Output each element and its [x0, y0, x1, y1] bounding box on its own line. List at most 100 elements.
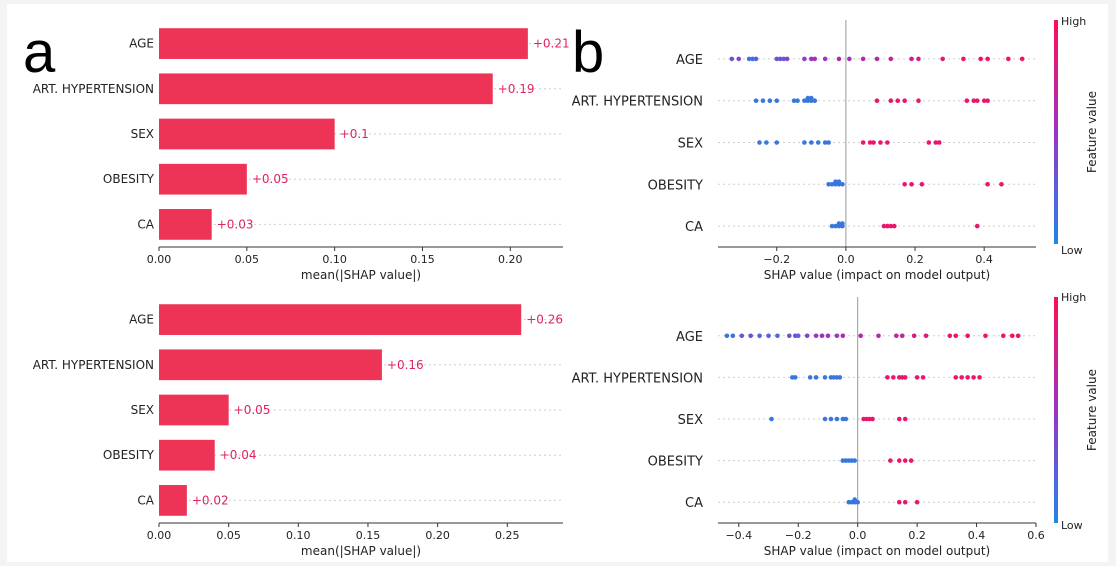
point-art-hypertension: [774, 98, 780, 103]
point-sex: [757, 140, 762, 145]
point-age: [739, 333, 745, 339]
point-age: [909, 56, 914, 62]
category-label-age: AGE: [129, 313, 154, 327]
point-sex: [769, 416, 774, 422]
point-art-hypertension: [760, 98, 766, 103]
x-tick-label: 0.2: [908, 529, 926, 542]
point-age: [750, 56, 755, 62]
point-age: [834, 333, 840, 339]
point-sex: [926, 140, 932, 145]
data-label-obesity: +0.04: [220, 448, 257, 462]
point-age: [775, 333, 780, 339]
bar-age: [159, 28, 528, 59]
point-obesity: [829, 182, 835, 187]
point-age: [802, 56, 807, 62]
x-tick-label: 0.20: [498, 253, 523, 266]
point-sex: [936, 140, 942, 145]
point-age: [911, 333, 917, 339]
point-age: [858, 333, 863, 339]
point-age: [774, 56, 780, 62]
category-label-ca: CA: [137, 493, 154, 507]
beeswarm-chart-top: AGE ART. HYPERTENSION SEX OBESITY CA −0.2 0.0 0…: [572, 20, 1036, 282]
point-art-hypertension: [802, 98, 807, 103]
point-art-hypertension: [837, 375, 843, 380]
point-age: [724, 333, 730, 339]
point-art-hypertension: [914, 375, 920, 380]
point-ca: [885, 223, 890, 229]
point-ca: [852, 497, 858, 502]
x-axis-label: SHAP value (impact on model output): [764, 268, 991, 282]
x-tick-label: 0.2: [906, 253, 924, 266]
colorbar-top-high: High: [1061, 15, 1086, 28]
x-tick-label: 0.00: [147, 253, 172, 266]
point-ca: [891, 223, 897, 229]
point-ca: [855, 499, 860, 505]
point-age: [819, 333, 825, 339]
point-art-hypertension: [895, 98, 901, 103]
point-sex: [834, 416, 840, 422]
point-ca: [888, 223, 894, 229]
category-label-art-hypertension: ART. HYPERTENSION: [33, 358, 154, 372]
point-age: [923, 333, 929, 339]
category-label-sex: SEX: [678, 413, 703, 428]
point-age: [940, 56, 945, 62]
point-age: [876, 333, 881, 339]
point-age: [888, 56, 894, 62]
category-label-age: AGE: [129, 37, 154, 51]
point-age: [809, 56, 814, 62]
point-art-hypertension: [985, 98, 990, 103]
point-age: [953, 333, 959, 339]
category-label-art-hypertension: ART. HYPERTENSION: [33, 82, 154, 96]
point-art-hypertension: [809, 95, 814, 101]
category-label-sex: SEX: [131, 403, 154, 417]
point-art-hypertension: [964, 98, 970, 103]
x-tick-label: 0.4: [975, 253, 993, 266]
point-age: [812, 56, 818, 62]
point-obesity: [840, 182, 845, 187]
category-label-obesity: OBESITY: [103, 172, 155, 186]
point-obesity: [902, 458, 908, 463]
point-sex: [815, 140, 821, 145]
point-ca: [829, 223, 835, 229]
point-sex: [843, 416, 849, 422]
beeswarm-chart-bottom: AGE ART. HYPERTENSION SEX OBESITY CA −0.4 −0.2…: [572, 297, 1045, 558]
x-axis-label: mean(|SHAP value|): [301, 268, 421, 282]
point-age: [795, 333, 801, 339]
data-label-ca: +0.02: [192, 493, 229, 507]
point-age: [1006, 56, 1011, 62]
data-label-sex: +0.1: [340, 127, 369, 141]
colorbar-top-label: Feature value: [1085, 91, 1099, 173]
point-art-hypertension: [822, 375, 828, 380]
point-art-hypertension: [812, 98, 818, 103]
point-age: [730, 333, 736, 339]
point-obesity: [896, 458, 902, 463]
point-age: [748, 333, 753, 339]
bar-obesity: [159, 163, 247, 195]
point-age: [847, 56, 852, 62]
point-obesity: [999, 182, 1004, 187]
bar-chart-top: AGE +0.21 ART. HYPERTENSION +0.19 SEX +0.1 OBE…: [33, 28, 570, 282]
point-art-hypertension: [795, 98, 800, 103]
x-tick-label: −0.4: [725, 529, 752, 542]
colorbar-bottom: High Low Feature value: [1054, 291, 1099, 532]
point-age: [978, 56, 983, 62]
point-sex: [933, 140, 939, 145]
data-label-art-hypertension: +0.19: [498, 82, 535, 96]
colorbar-top-low: Low: [1061, 244, 1083, 257]
point-sex: [764, 140, 769, 145]
colorbar-top-gradient: [1054, 20, 1058, 244]
point-sex: [870, 416, 875, 422]
point-age: [965, 333, 970, 339]
x-tick-label: 0.4: [968, 529, 986, 542]
bar-age: [159, 304, 522, 335]
point-art-hypertension: [753, 98, 759, 103]
point-sex: [878, 140, 883, 145]
point-obesity: [833, 179, 838, 184]
point-age: [1001, 333, 1006, 339]
panel-label-b: b: [572, 20, 605, 85]
point-ca: [914, 499, 920, 505]
panel-label-a: a: [23, 20, 56, 85]
point-art-hypertension: [971, 98, 977, 103]
point-sex: [871, 140, 876, 145]
point-sex: [802, 140, 807, 145]
